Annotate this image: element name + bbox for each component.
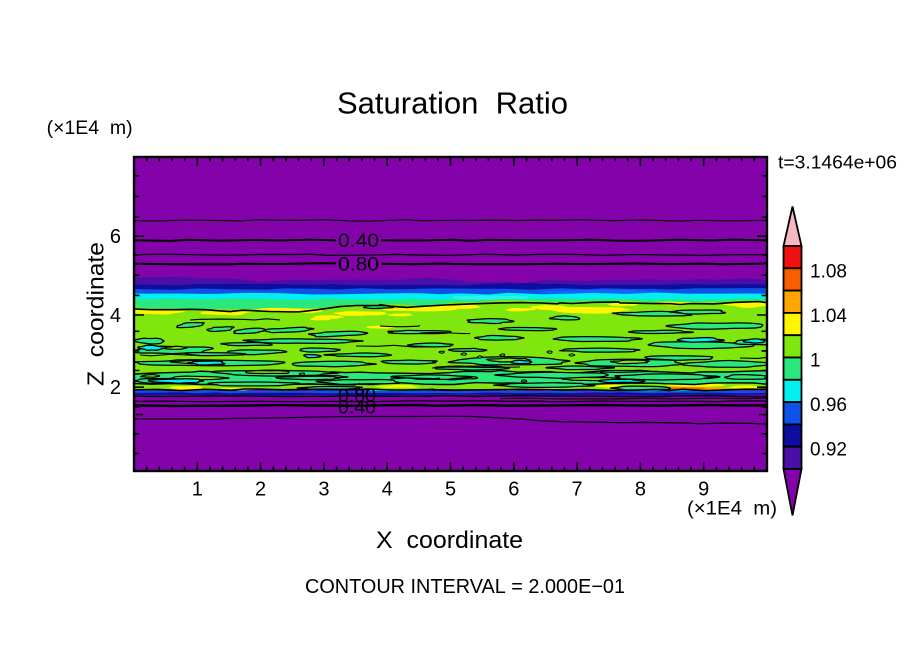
svg-text:6: 6 xyxy=(508,479,519,501)
svg-text:(×1E4 m): (×1E4 m) xyxy=(47,118,133,139)
svg-text:0.40: 0.40 xyxy=(338,231,379,252)
svg-text:CONTOUR INTERVAL = 2.000E−01: CONTOUR INTERVAL = 2.000E−01 xyxy=(305,576,625,598)
svg-text:0.80: 0.80 xyxy=(338,386,376,407)
svg-text:1.04: 1.04 xyxy=(810,306,847,327)
svg-text:X coordinate: X coordinate xyxy=(376,527,523,554)
svg-text:1: 1 xyxy=(810,351,821,372)
svg-text:1.08: 1.08 xyxy=(810,261,847,282)
svg-text:2: 2 xyxy=(255,479,266,501)
svg-text:5: 5 xyxy=(445,479,456,501)
svg-text:1: 1 xyxy=(192,479,203,501)
svg-text:0.96: 0.96 xyxy=(810,395,847,416)
svg-text:4: 4 xyxy=(382,479,393,501)
svg-text:4: 4 xyxy=(110,305,121,327)
svg-text:6: 6 xyxy=(110,226,121,248)
svg-text:0.92: 0.92 xyxy=(810,440,847,461)
svg-text:8: 8 xyxy=(635,479,646,501)
svg-text:0.40: 0.40 xyxy=(338,398,376,419)
svg-text:Z coordinate: Z coordinate xyxy=(83,242,109,386)
svg-text:t=3.1464e+06: t=3.1464e+06 xyxy=(778,152,897,173)
svg-text:7: 7 xyxy=(572,479,583,501)
svg-text:Saturation Ratio: Saturation Ratio xyxy=(337,86,568,121)
svg-text:3: 3 xyxy=(318,479,329,501)
svg-text:(×1E4 m): (×1E4 m) xyxy=(687,499,777,520)
svg-text:2: 2 xyxy=(110,377,121,399)
svg-text:0.80: 0.80 xyxy=(338,255,379,276)
svg-text:9: 9 xyxy=(698,479,709,501)
